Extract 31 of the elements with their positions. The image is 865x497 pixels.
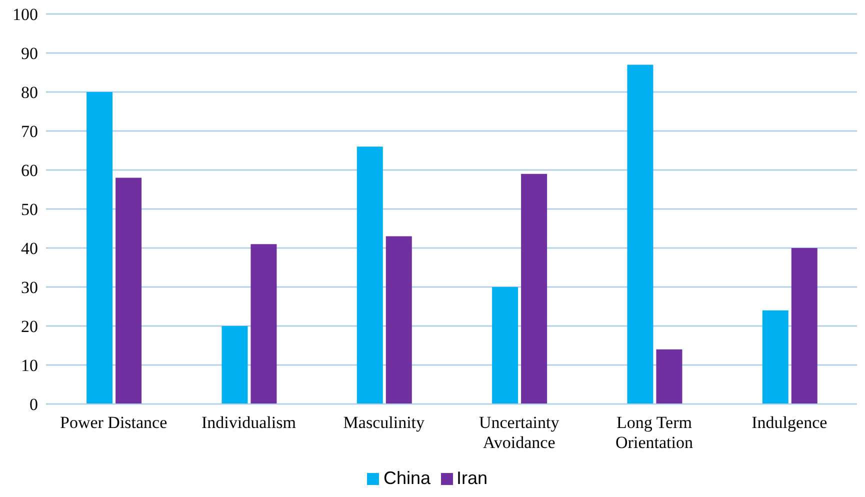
y-tick-label: 90 (21, 44, 38, 64)
x-tick-label: Individualism (202, 413, 296, 432)
y-tick-label: 30 (21, 278, 38, 298)
x-tick-label: Uncertainty Avoidance (478, 413, 560, 452)
bar (222, 326, 248, 404)
y-tick-label: 100 (12, 5, 38, 24)
bar (116, 178, 142, 404)
y-tick-label: 20 (21, 317, 38, 336)
bar (86, 92, 113, 404)
x-tick-label: Long Term Orientation (616, 413, 694, 452)
bar (791, 248, 818, 404)
y-tick-label: 70 (21, 122, 38, 142)
y-tick-label: 80 (21, 83, 38, 102)
bar (762, 310, 788, 404)
bar (386, 236, 412, 404)
x-tick-label: Power Distance (60, 413, 168, 432)
x-tick-label: Masculinity (343, 413, 426, 432)
y-tick-label: 10 (21, 356, 38, 376)
legend-label: China (383, 468, 430, 488)
y-tick-label: 60 (21, 161, 38, 180)
x-tick-label: Indulgence (752, 413, 828, 432)
bar (521, 174, 548, 404)
bar (627, 64, 654, 404)
y-tick-label: 0 (30, 395, 38, 414)
bar (656, 349, 682, 404)
legend-label: Iran (456, 468, 488, 488)
bar (356, 146, 383, 404)
bar (250, 244, 277, 404)
y-tick-label: 50 (21, 200, 38, 220)
y-tick-label: 40 (21, 239, 38, 258)
bar (492, 287, 518, 404)
